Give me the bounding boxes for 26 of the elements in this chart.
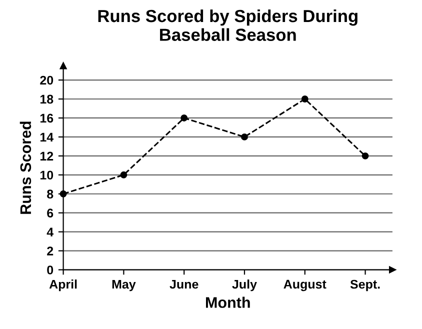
x-tick-label: May (112, 280, 136, 292)
point (180, 114, 188, 122)
y-tick-label: 16 (40, 114, 54, 123)
y-tick-label: 18 (40, 94, 54, 104)
y-tick-label: 2 (47, 246, 54, 256)
x-tick-label: Sept. (350, 280, 380, 292)
x-tick-label: July (232, 280, 257, 292)
y-tick-label: 8 (47, 190, 54, 199)
point (241, 133, 248, 140)
y-axis-title: Runs Scored (20, 122, 32, 214)
y-tick-label: 0 (47, 266, 54, 274)
point (60, 190, 67, 198)
x-tick-label: June (170, 280, 198, 289)
y-tick-label: 6 (47, 208, 54, 218)
y-tick-label: 10 (40, 170, 54, 180)
x-tick-label: April (49, 280, 77, 292)
y-tick-label: 14 (40, 132, 54, 142)
y-tick-label: 20 (40, 76, 54, 85)
y-tick-label: 4 (46, 228, 54, 236)
y-tick-label: 12 (40, 152, 54, 160)
point (120, 171, 128, 178)
x-axis-title: Month (206, 296, 250, 308)
chart-title: Runs Scored by Spiders During Baseball Season (98, 9, 358, 41)
point (301, 96, 308, 102)
point (362, 152, 369, 160)
x-tick-label: August (284, 280, 326, 292)
